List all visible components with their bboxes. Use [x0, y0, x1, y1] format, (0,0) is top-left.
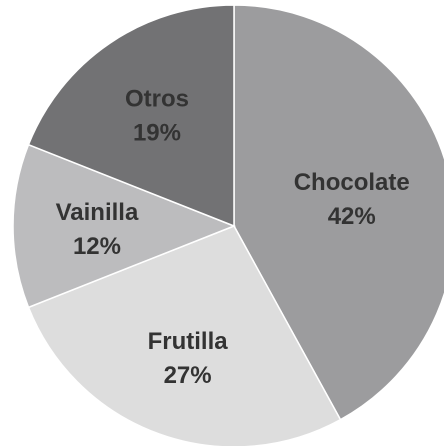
pie-labels: Chocolate 42% Frutilla 27% Vainilla 12% Otros 1…: [56, 86, 410, 389]
pie-slice-chocolate: [233, 4, 444, 421]
pie-label-name: Frutilla: [148, 328, 229, 355]
pie-label-value: 12%: [73, 233, 121, 260]
pie-label-name: Chocolate: [294, 169, 410, 196]
pie-slice-otros: [27, 4, 235, 228]
pie-label-frutilla: Frutilla 27%: [148, 328, 229, 389]
pie-label-name: Otros: [125, 86, 189, 113]
pie-label-name: Vainilla: [56, 199, 139, 226]
pie-slices: [12, 4, 444, 446]
pie-slice-frutilla: [27, 225, 342, 446]
pie-label-chocolate: Chocolate 42%: [294, 169, 410, 230]
pie-label-vainilla: Vainilla 12%: [56, 199, 139, 260]
pie-slice-vainilla: [12, 143, 237, 309]
pie-label-value: 27%: [164, 362, 212, 389]
pie-label-value: 42%: [328, 203, 376, 230]
pie-label-otros: Otros 19%: [125, 86, 189, 147]
pie-label-value: 19%: [133, 120, 181, 147]
